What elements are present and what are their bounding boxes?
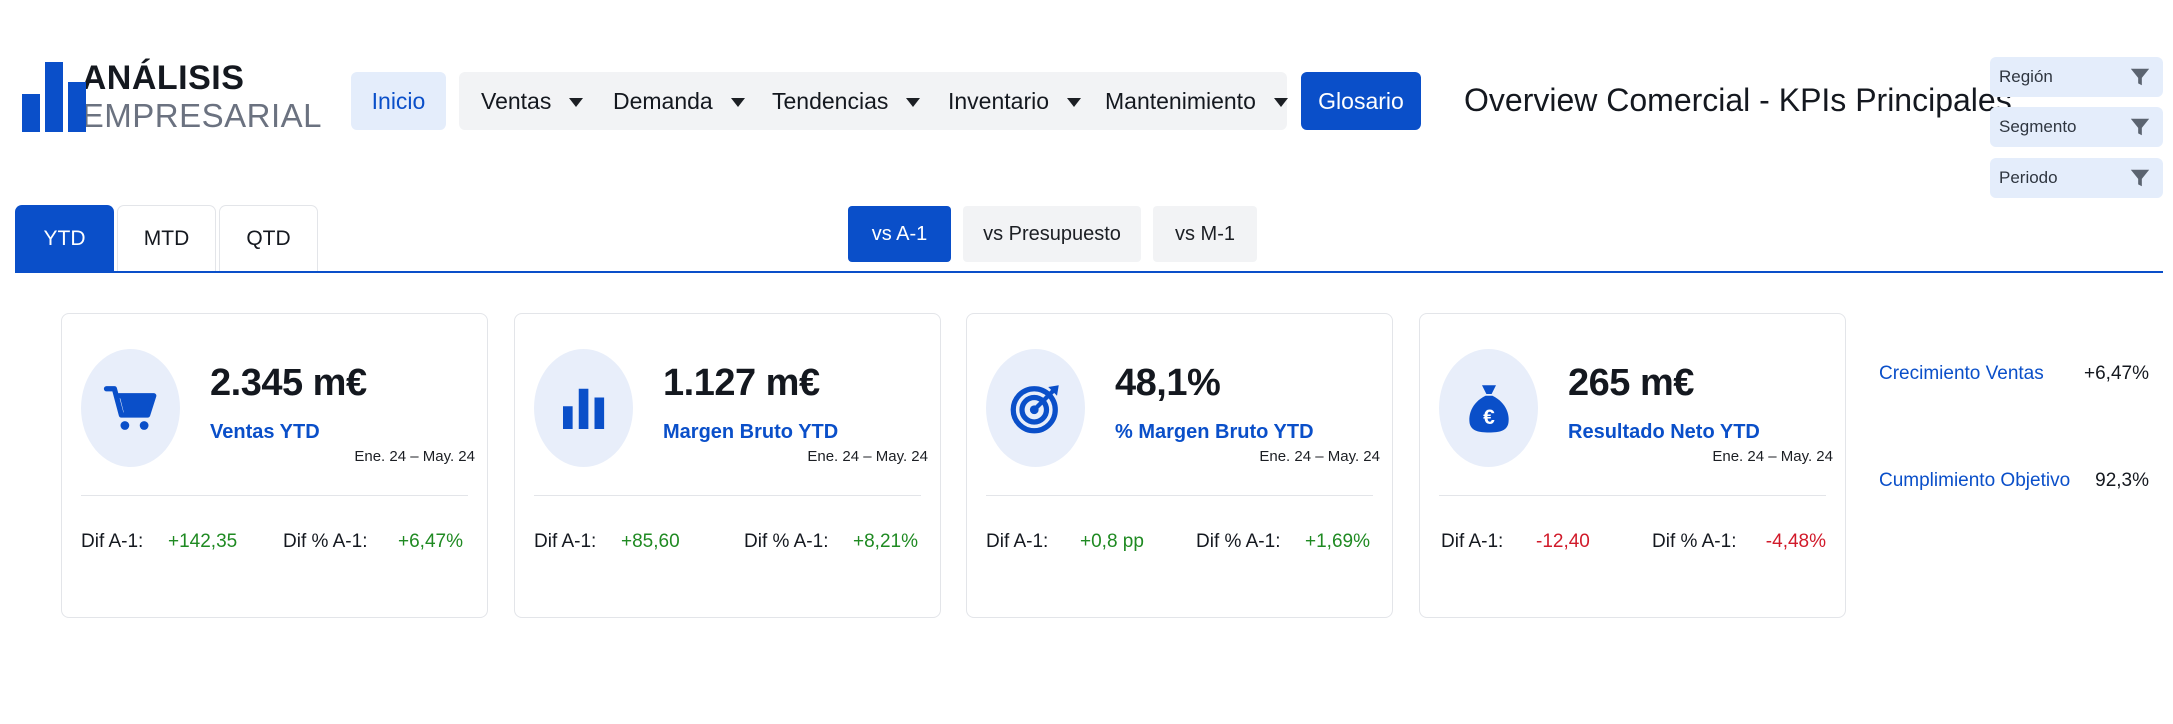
kpi-diff-pct-label: Dif % A-1: bbox=[1196, 531, 1281, 552]
kpi-icon-wrapper bbox=[81, 349, 180, 467]
kpi-icon-wrapper bbox=[534, 349, 633, 467]
side-metric-label: Crecimiento Ventas bbox=[1879, 363, 2044, 384]
kpi-diff-label: Dif A-1: bbox=[1441, 531, 1504, 552]
kpi-label: Ventas YTD bbox=[210, 421, 320, 443]
kpi-label: Margen Bruto YTD bbox=[663, 421, 839, 443]
filter-region[interactable]: Región bbox=[1990, 57, 2163, 97]
filter-periodo-label: Periodo bbox=[1999, 168, 2058, 187]
side-metric-value: +6,47% bbox=[2084, 363, 2149, 384]
kpi-diff-value: -12,40 bbox=[1536, 531, 1590, 552]
target-icon bbox=[1010, 385, 1059, 434]
kpi-diff-value: +0,8 pp bbox=[1080, 531, 1144, 552]
tab-mtd[interactable]: MTD bbox=[117, 205, 216, 272]
tab-ytd[interactable]: YTD bbox=[15, 205, 114, 272]
side-metric-value: 92,3% bbox=[2095, 470, 2149, 491]
side-metric-label: Cumplimiento Objetivo bbox=[1879, 470, 2071, 491]
kpi-card-pct-margen: 48,1% % Margen Bruto YTD Ene. 24 – May. … bbox=[966, 313, 1393, 618]
bar-chart-icon bbox=[562, 388, 604, 429]
kpi-period: Ene. 24 – May. 24 bbox=[354, 448, 475, 465]
kpi-card-ventas: 2.345 m€ Ventas YTD Ene. 24 – May. 24 Di… bbox=[61, 313, 488, 618]
filter-periodo[interactable]: Periodo bbox=[1990, 158, 2163, 198]
logo-subtitle: EMPRESARIAL bbox=[81, 97, 322, 134]
home-button[interactable]: Inicio bbox=[351, 72, 446, 130]
kpi-diff-label: Dif A-1: bbox=[534, 531, 597, 552]
filter-region-label: Región bbox=[1999, 67, 2053, 86]
kpi-value: 1.127 m€ bbox=[663, 362, 820, 404]
kpi-period: Ene. 24 – May. 24 bbox=[1712, 448, 1833, 465]
kpi-divider bbox=[81, 495, 468, 496]
kpi-diff-label: Dif A-1: bbox=[986, 531, 1049, 552]
tabs-underline bbox=[15, 271, 2163, 273]
kpi-period: Ene. 24 – May. 24 bbox=[807, 448, 928, 465]
menu-demanda[interactable]: Demanda bbox=[613, 72, 745, 130]
page-title: Overview Comercial - KPIs Principales bbox=[1464, 82, 2012, 118]
filter-segmento-label: Segmento bbox=[1999, 117, 2077, 136]
menu-demanda-label: Demanda bbox=[613, 87, 713, 114]
kpi-label: % Margen Bruto YTD bbox=[1115, 421, 1314, 443]
kpi-card-resultado-neto: € 265 m€ Resultado Neto YTD Ene. 24 – Ma… bbox=[1419, 313, 1846, 618]
glossary-button[interactable]: Glosario bbox=[1301, 72, 1421, 130]
svg-text:€: € bbox=[1483, 406, 1495, 429]
kpi-divider bbox=[986, 495, 1373, 496]
chevron-down-icon bbox=[569, 97, 584, 107]
chevron-down-icon bbox=[1067, 97, 1082, 107]
kpi-value: 265 m€ bbox=[1568, 362, 1694, 404]
kpi-card-margen-bruto: 1.127 m€ Margen Bruto YTD Ene. 24 – May.… bbox=[514, 313, 941, 618]
chevron-down-icon bbox=[1273, 97, 1288, 107]
app-logo: ANÁLISIS EMPRESARIAL bbox=[22, 60, 322, 140]
menu-ventas-label: Ventas bbox=[481, 87, 552, 114]
kpi-divider bbox=[1439, 495, 1826, 496]
filter-icon bbox=[2130, 118, 2150, 136]
kpi-diff-value: +142,35 bbox=[168, 531, 238, 552]
menu-tendencias-label: Tendencias bbox=[772, 87, 889, 114]
comparison-vs-presupuesto[interactable]: vs Presupuesto bbox=[963, 206, 1141, 262]
kpi-value: 48,1% bbox=[1115, 362, 1221, 404]
kpi-diff-pct-label: Dif % A-1: bbox=[744, 531, 829, 552]
filter-segmento[interactable]: Segmento bbox=[1990, 107, 2163, 147]
tab-qtd[interactable]: QTD bbox=[219, 205, 318, 272]
kpi-diff-value: +85,60 bbox=[621, 531, 680, 552]
menu-mantenimiento-label: Mantenimiento bbox=[1105, 87, 1256, 114]
menu-inventario[interactable]: Inventario bbox=[948, 72, 1082, 130]
kpi-diff-pct-value: +1,69% bbox=[1305, 531, 1370, 552]
kpi-icon-wrapper bbox=[986, 349, 1085, 467]
logo-title: ANÁLISIS bbox=[81, 59, 245, 97]
menu-inventario-label: Inventario bbox=[948, 87, 1050, 114]
kpi-diff-pct-value: -4,48% bbox=[1765, 531, 1826, 552]
chevron-down-icon bbox=[730, 97, 745, 107]
euro-money-bag-icon: € bbox=[1468, 385, 1509, 433]
main-menu-bar: Ventas Demanda Tendencias Inventario Man… bbox=[459, 72, 1288, 130]
kpi-diff-pct-label: Dif % A-1: bbox=[1652, 531, 1737, 552]
kpi-diff-pct-value: +6,47% bbox=[398, 531, 463, 552]
kpi-icon-wrapper: € bbox=[1439, 349, 1538, 467]
kpi-period: Ene. 24 – May. 24 bbox=[1259, 448, 1380, 465]
comparison-vs-a1[interactable]: vs A-1 bbox=[848, 206, 951, 262]
kpi-diff-label: Dif A-1: bbox=[81, 531, 144, 552]
filter-icon bbox=[2130, 169, 2150, 187]
menu-ventas[interactable]: Ventas bbox=[481, 72, 584, 130]
kpi-value: 2.345 m€ bbox=[210, 362, 367, 404]
bar-chart-logo-icon bbox=[22, 62, 86, 132]
kpi-diff-pct-label: Dif % A-1: bbox=[283, 531, 368, 552]
kpi-label: Resultado Neto YTD bbox=[1568, 421, 1760, 443]
kpi-diff-pct-value: +8,21% bbox=[853, 531, 918, 552]
menu-mantenimiento[interactable]: Mantenimiento bbox=[1105, 72, 1288, 130]
kpi-divider bbox=[534, 495, 921, 496]
chevron-down-icon bbox=[906, 97, 921, 107]
shopping-cart-icon bbox=[103, 386, 156, 430]
comparison-vs-m1[interactable]: vs M-1 bbox=[1153, 206, 1257, 262]
filter-icon bbox=[2130, 68, 2150, 86]
menu-tendencias[interactable]: Tendencias bbox=[772, 72, 921, 130]
